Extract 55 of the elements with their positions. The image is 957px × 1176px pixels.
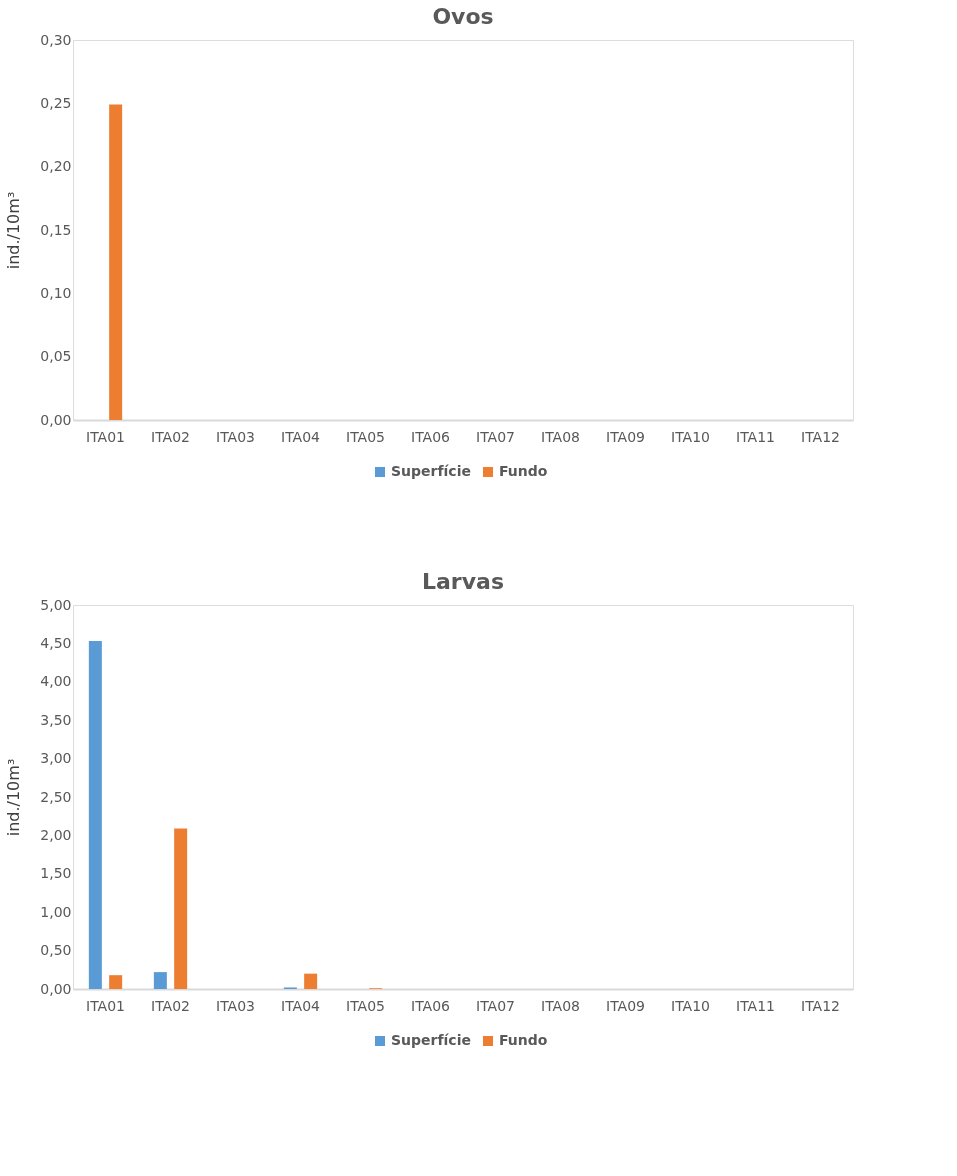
y-tick-label: 0,05: [40, 348, 72, 365]
x-tick-label: ITA04: [281, 428, 321, 445]
x-tick-label: ITA11: [736, 428, 775, 445]
x-tick-label: ITA09: [606, 428, 645, 445]
x-tick-label: ITA11: [736, 997, 775, 1014]
y-tick-label: 0,30: [40, 31, 72, 48]
x-tick-label: ITA02: [151, 997, 190, 1014]
x-tick-label: ITA10: [671, 428, 710, 445]
y-tick-label: 3,00: [40, 750, 72, 767]
y-axis-title: ind./10m³: [4, 758, 24, 837]
y-axis-title: ind./10m³: [4, 191, 24, 270]
bar: [304, 973, 318, 989]
x-tick-label: ITA12: [801, 997, 840, 1014]
x-tick-label: ITA07: [476, 428, 515, 445]
chart-title: Larvas: [422, 569, 504, 594]
y-tick-label: 0,15: [40, 221, 72, 238]
y-tick-label: 0,00: [40, 411, 72, 428]
y-tick-label: 0,10: [40, 284, 72, 301]
y-tick-label: 3,50: [40, 711, 72, 728]
y-tick-label: 1,00: [40, 903, 72, 920]
x-tick-label: ITA01: [86, 428, 125, 445]
legend-label: Superfície: [391, 463, 471, 479]
x-tick-label: ITA02: [151, 428, 190, 445]
y-tick-label: 1,50: [40, 865, 72, 882]
bar: [174, 828, 188, 989]
legend-label: Fundo: [499, 1032, 548, 1048]
bar: [109, 975, 123, 989]
y-tick-label: 0,50: [40, 942, 72, 959]
x-tick-label: ITA04: [281, 997, 321, 1014]
x-tick-label: ITA03: [216, 428, 255, 445]
x-tick-label: ITA01: [86, 997, 125, 1014]
bar: [153, 972, 167, 989]
y-tick-label: 5,00: [40, 596, 72, 613]
y-tick-label: 4,00: [40, 673, 72, 690]
y-tick-label: 2,50: [40, 788, 72, 805]
x-tick-label: ITA05: [346, 428, 385, 445]
bar: [88, 641, 102, 989]
legend-label: Superfície: [391, 1032, 471, 1048]
x-tick-label: ITA12: [801, 428, 840, 445]
y-tick-label: 0,25: [40, 94, 72, 111]
legend-label: Fundo: [499, 463, 548, 479]
x-tick-label: ITA05: [346, 997, 385, 1014]
y-tick-label: 2,00: [40, 826, 72, 843]
x-tick-label: ITA09: [606, 997, 645, 1014]
y-tick-label: 0,20: [40, 158, 72, 175]
x-tick-label: ITA07: [476, 997, 515, 1014]
y-tick-label: 0,00: [40, 980, 72, 997]
x-tick-label: ITA06: [411, 997, 451, 1014]
x-tick-label: ITA08: [541, 428, 580, 445]
chart-title: Ovos: [432, 4, 494, 29]
x-tick-label: ITA08: [541, 997, 580, 1014]
x-tick-label: ITA10: [671, 997, 710, 1014]
y-tick-label: 4,50: [40, 634, 72, 651]
x-tick-label: ITA03: [216, 997, 255, 1014]
x-tick-label: ITA06: [411, 428, 451, 445]
